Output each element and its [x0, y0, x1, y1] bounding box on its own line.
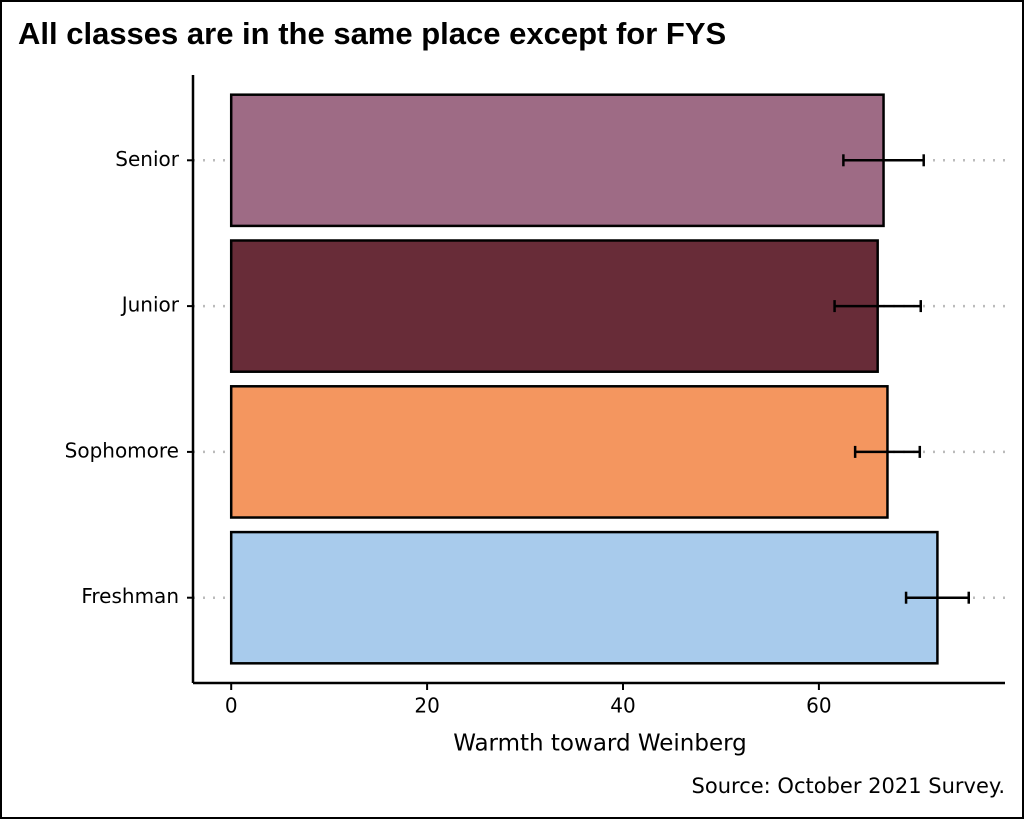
x-tick-label: 60	[806, 694, 831, 718]
caption: Source: October 2021 Survey.	[692, 774, 1005, 798]
y-tick-label: Freshman	[81, 584, 179, 608]
error-bar	[853, 445, 922, 458]
bar	[229, 239, 879, 373]
error-bar	[904, 591, 971, 604]
y-tick-label: Sophomore	[65, 438, 179, 462]
bar	[229, 93, 885, 228]
x-tick-label: 20	[414, 694, 439, 718]
x-axis-label: Warmth toward Weinberg	[453, 731, 747, 757]
bar	[229, 385, 889, 519]
error-bar	[842, 154, 925, 167]
x-tick-label: 0	[225, 694, 238, 718]
bar	[229, 530, 939, 665]
y-tick-label: Junior	[120, 293, 180, 317]
x-tick-label: 40	[610, 694, 635, 718]
y-tick-label: Senior	[115, 147, 179, 171]
chart-title: All classes are in the same place except…	[18, 16, 726, 51]
error-bar	[833, 300, 923, 313]
